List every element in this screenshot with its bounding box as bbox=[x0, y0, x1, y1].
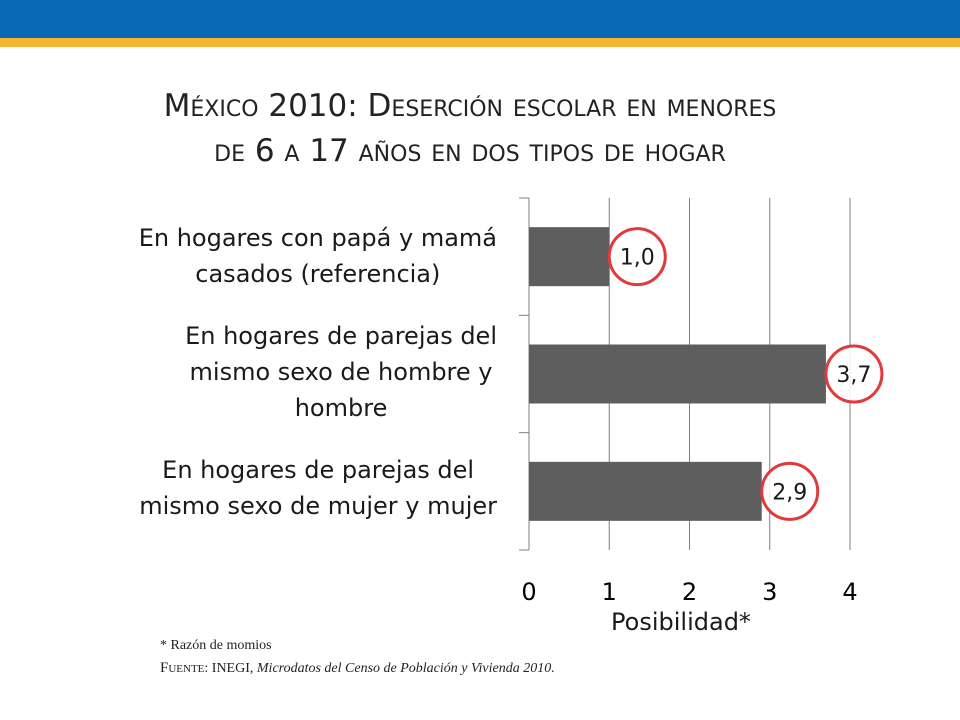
category-label-2: En hogares de parejas del mismo sexo de … bbox=[185, 318, 497, 426]
x-tick-0: 0 bbox=[521, 578, 536, 606]
header-stripe bbox=[0, 38, 960, 47]
category-label-1-line-2: casados (referencia) bbox=[195, 260, 441, 288]
category-label-3-line-1: En hogares de parejas del bbox=[162, 456, 475, 484]
category-label-2-line-1: En hogares de parejas del bbox=[185, 322, 497, 350]
footnote: * Razón de momios bbox=[160, 638, 272, 653]
bar-2 bbox=[529, 344, 826, 404]
value-highlight-circle-3 bbox=[760, 461, 820, 521]
x-tick-1: 1 bbox=[602, 578, 617, 606]
category-label-3: En hogares de parejas del mismo sexo de … bbox=[139, 452, 497, 524]
title-line-2: de 6 a 17 años en dos tipos de hogar bbox=[214, 133, 726, 169]
source-lead: Fuente bbox=[160, 660, 205, 676]
chart-title: México 2010: Deserción escolar en menore… bbox=[90, 84, 850, 174]
x-tick-2: 2 bbox=[682, 578, 697, 606]
value-highlight-circle-1 bbox=[607, 227, 667, 287]
header-bar bbox=[0, 0, 960, 38]
category-label-2-line-3: hombre bbox=[294, 394, 388, 422]
value-label-1: 1,0 bbox=[620, 246, 655, 271]
x-tick-labels: 0 1 2 3 4 bbox=[521, 578, 857, 606]
category-label-1-line-1: En hogares con papá y mamá bbox=[138, 224, 497, 252]
source-title: Microdatos del Censo de Población y Vivi… bbox=[256, 661, 555, 676]
x-axis-title: Posibilidad* bbox=[611, 608, 751, 636]
category-label-1: En hogares con papá y mamá casados (refe… bbox=[139, 220, 497, 292]
title-line-1: México 2010: Deserción escolar en menore… bbox=[163, 88, 777, 124]
bar-3 bbox=[529, 461, 762, 521]
source-note: Fuente: INEGI, Microdatos del Censo de P… bbox=[160, 660, 555, 677]
x-tick-3: 3 bbox=[762, 578, 777, 606]
x-tick-4: 4 bbox=[842, 578, 857, 606]
category-label-3-line-2: mismo sexo de mujer y mujer bbox=[139, 492, 497, 520]
source-org: : INEGI, bbox=[204, 661, 257, 676]
value-highlight-circle-2 bbox=[824, 344, 884, 404]
bar-1 bbox=[529, 227, 610, 287]
category-label-2-line-2: mismo sexo de hombre y bbox=[189, 358, 493, 386]
value-label-2: 3,7 bbox=[836, 363, 871, 388]
bars: 1,0 3,7 2,9 bbox=[529, 227, 884, 521]
value-label-3: 2,9 bbox=[772, 480, 807, 505]
